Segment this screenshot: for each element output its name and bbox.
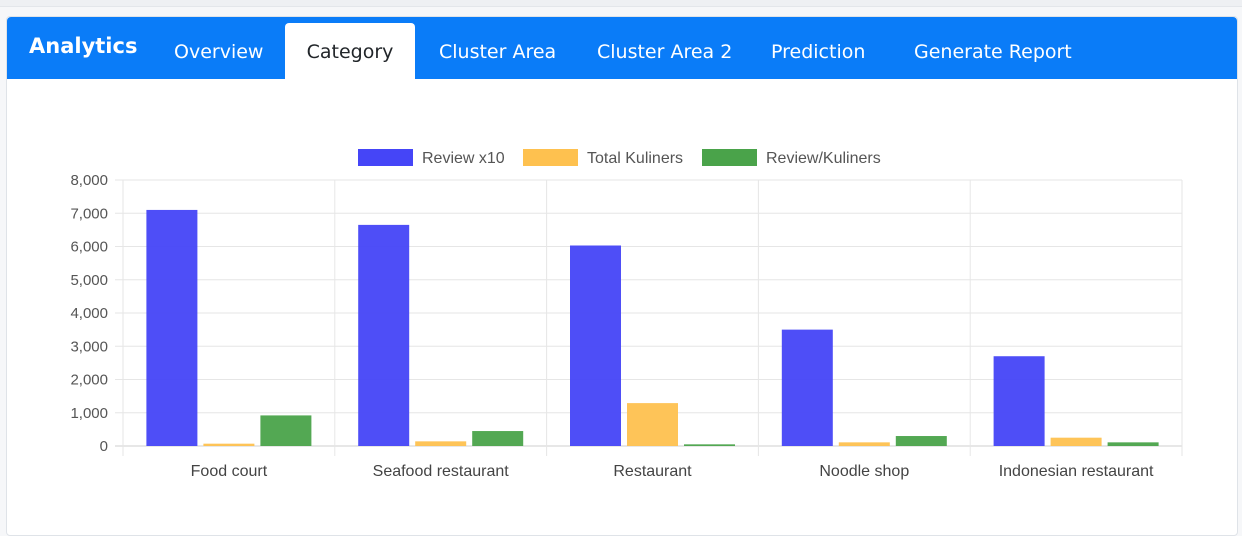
y-tick-label: 8,000: [70, 172, 108, 189]
bar-review-kuliners: [684, 444, 735, 446]
bar-review-kuliners: [260, 415, 312, 446]
y-tick-label: 3,000: [70, 338, 108, 355]
tab-generate-report[interactable]: Generate Report: [914, 41, 1072, 63]
bar-total-kuliners: [1050, 437, 1102, 446]
bar-total-kuliners: [838, 442, 890, 446]
top-edge: [0, 0, 1242, 7]
x-tick-label: Restaurant: [613, 463, 692, 480]
legend-swatch: [358, 149, 413, 166]
y-tick-label: 6,000: [70, 239, 108, 256]
y-tick-label: 0: [100, 438, 108, 455]
bar-total-kuliners: [627, 403, 678, 446]
legend-label: Review x10: [422, 150, 505, 167]
legend-swatch: [523, 149, 578, 166]
tab-overview[interactable]: Overview: [174, 41, 264, 63]
tab-prediction[interactable]: Prediction: [771, 41, 866, 63]
x-tick-label: Indonesian restaurant: [999, 463, 1154, 480]
bar-review-x10: [781, 329, 833, 446]
legend-label: Review/Kuliners: [766, 150, 881, 167]
y-tick-label: 7,000: [70, 205, 108, 222]
bar-total-kuliners: [415, 441, 467, 446]
tab-category[interactable]: Category: [285, 23, 415, 79]
bar-review-kuliners: [472, 431, 524, 446]
navbar: Analytics Overview Category Cluster Area…: [7, 17, 1237, 79]
bar-review-kuliners: [1107, 442, 1159, 446]
legend-label: Total Kuliners: [587, 150, 683, 167]
x-tick-label: Seafood restaurant: [373, 463, 510, 480]
y-tick-label: 4,000: [70, 305, 108, 322]
bar-review-x10: [358, 224, 410, 446]
bar-review-kuliners: [895, 436, 947, 446]
y-tick-label: 5,000: [70, 272, 108, 289]
y-tick-label: 2,000: [70, 372, 108, 389]
analytics-card: Analytics Overview Category Cluster Area…: [6, 16, 1238, 536]
tab-cluster-area-2[interactable]: Cluster Area 2: [597, 41, 733, 63]
x-tick-label: Noodle shop: [819, 463, 909, 480]
x-tick-label: Food court: [191, 463, 268, 480]
brand-title[interactable]: Analytics: [29, 34, 138, 58]
legend-swatch: [702, 149, 757, 166]
tab-cluster-area[interactable]: Cluster Area: [439, 41, 557, 63]
bar-review-x10: [146, 209, 198, 446]
y-tick-label: 1,000: [70, 405, 108, 422]
bar-review-x10: [570, 245, 621, 446]
bar-review-x10: [993, 356, 1045, 446]
bar-total-kuliners: [203, 443, 255, 446]
